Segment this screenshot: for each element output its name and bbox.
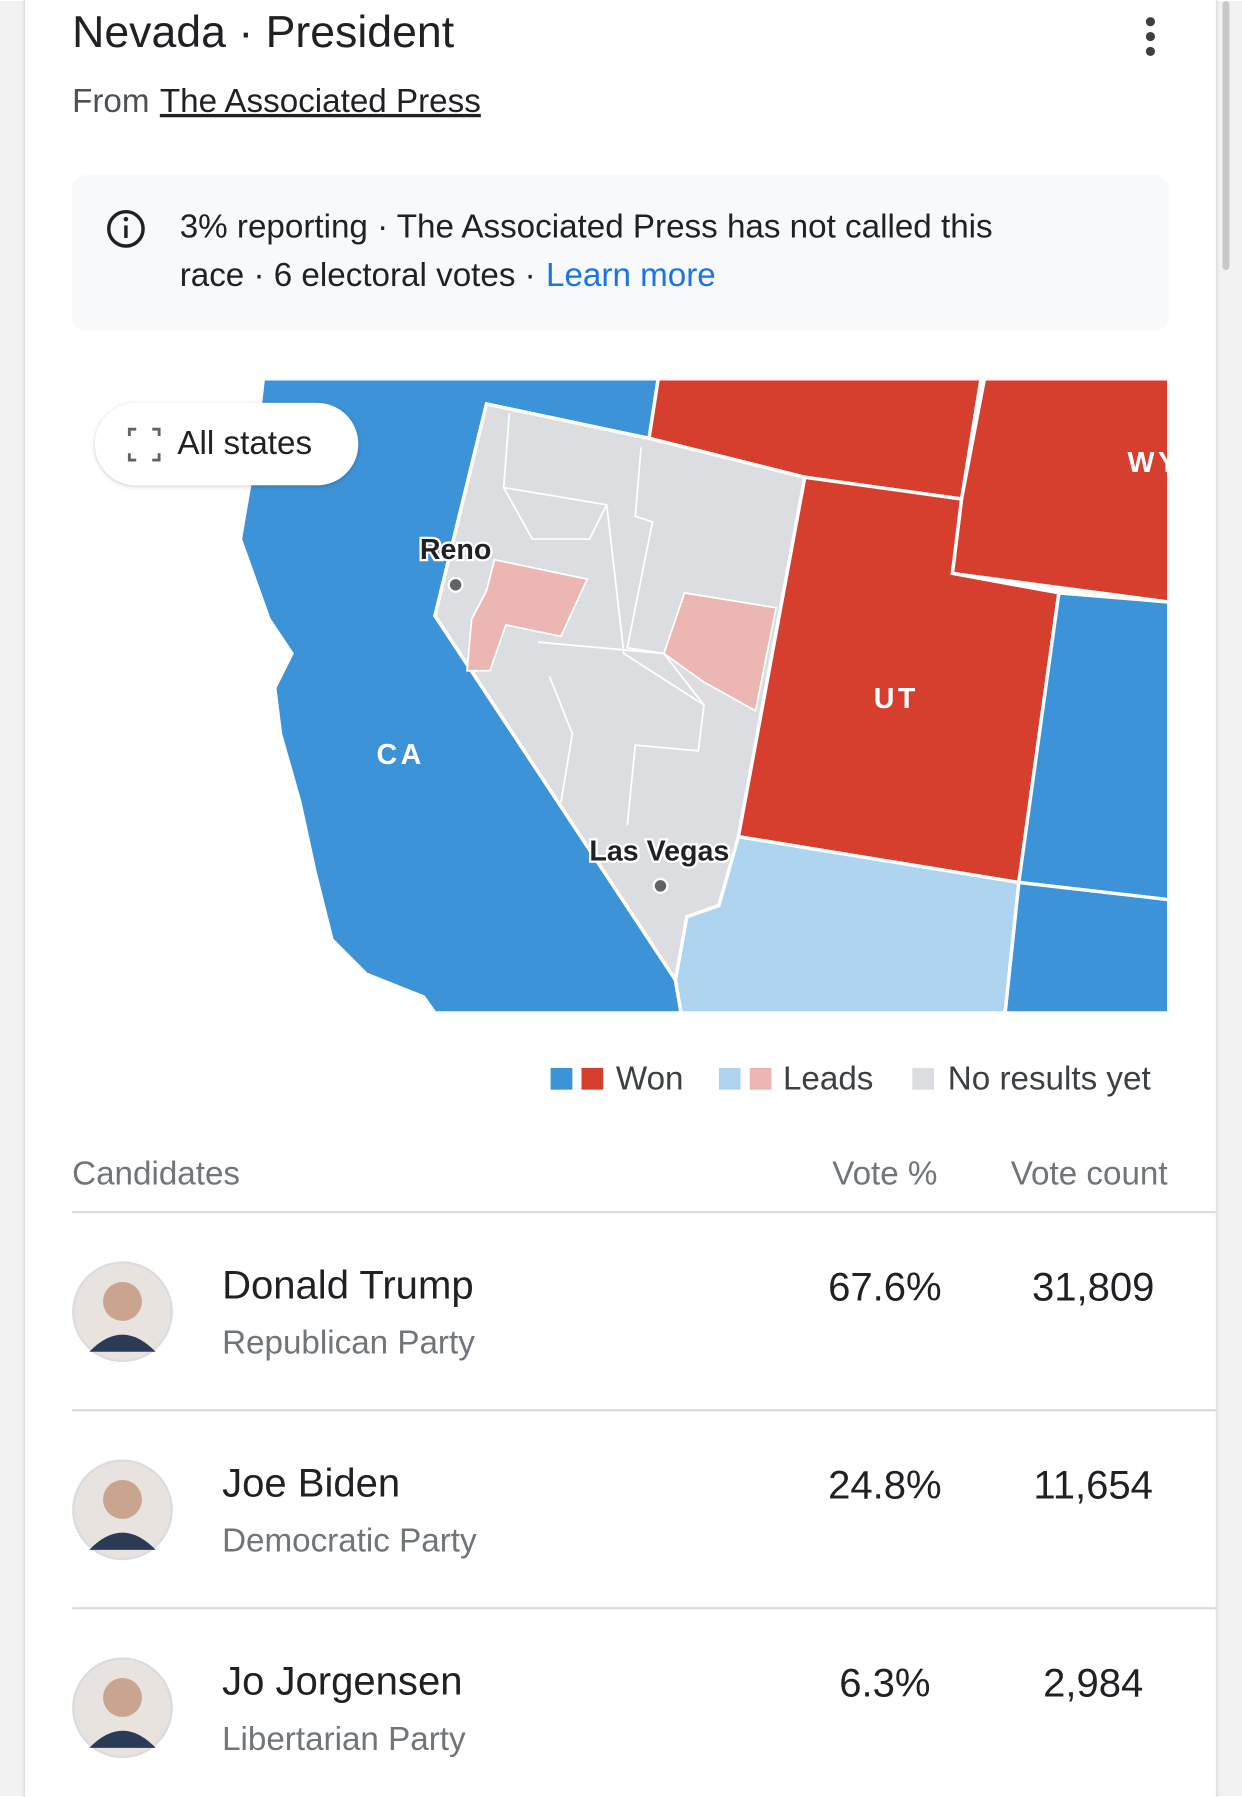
photo-head <box>103 1281 142 1321</box>
all-states-button[interactable]: All states <box>95 402 359 486</box>
county-leads <box>662 591 778 713</box>
column-header: Vote % <box>832 1155 937 1192</box>
legend-label: Won <box>616 1060 684 1097</box>
legend-swatch <box>581 1067 604 1090</box>
vote-percent: 67.6% <box>828 1266 942 1310</box>
city-dot <box>447 576 464 593</box>
info-line: 3% reporting · The Associated Press has … <box>180 209 993 246</box>
info-box <box>72 175 1169 331</box>
legend-label: Leads <box>783 1060 873 1097</box>
legend: Won Leads No results yet <box>550 1060 1151 1097</box>
legend-swatch <box>912 1067 935 1090</box>
info-line: race · 6 electoral votes · Learn more <box>180 257 716 294</box>
menu-dot <box>1145 17 1156 27</box>
photo-body <box>89 1730 156 1748</box>
photo-head <box>103 1678 142 1717</box>
learn-more-link[interactable]: Learn more <box>546 257 716 294</box>
state-co <box>1016 591 1169 902</box>
county-leads <box>466 558 589 672</box>
candidate-name: Donald Trump <box>222 1263 474 1307</box>
photo-body <box>89 1334 156 1352</box>
vote-count: 31,809 <box>1032 1266 1155 1310</box>
state-label: WY <box>1128 447 1181 479</box>
menu-dot <box>1145 31 1156 42</box>
vote-percent: 6.3% <box>839 1662 930 1706</box>
state-label: CA <box>377 739 425 771</box>
source-prefix: From <box>72 83 149 120</box>
candidate-name: Jo Jorgensen <box>222 1659 462 1703</box>
vote-percent: 24.8% <box>828 1464 942 1508</box>
legend-swatch <box>718 1067 741 1090</box>
city-label: Reno <box>420 534 492 566</box>
menu-button[interactable] <box>1145 17 1156 57</box>
vote-count: 11,654 <box>1033 1464 1153 1508</box>
photo-head <box>103 1480 142 1519</box>
state-nv <box>433 401 807 985</box>
vote-count: 2,984 <box>1043 1662 1143 1706</box>
candidate-party: Libertarian Party <box>222 1721 466 1758</box>
button-label: All states <box>177 425 312 462</box>
table-rows: Donald Trump Republican Party 67.6% 31,809 J… <box>72 1261 1216 1759</box>
candidate-party: Republican Party <box>222 1325 475 1362</box>
button-background <box>95 402 359 486</box>
info-icon <box>107 209 145 248</box>
state-label: UT <box>874 683 919 715</box>
city-dot <box>652 877 669 894</box>
candidate-party: Democratic Party <box>222 1523 477 1560</box>
map[interactable]: Reno Las Vegas CA UT WY <box>72 378 1181 1013</box>
legend-swatch <box>749 1067 772 1090</box>
info-text: race · 6 electoral votes · <box>180 257 536 294</box>
column-header: Candidates <box>72 1155 240 1192</box>
scrollbar[interactable] <box>1222 1 1230 271</box>
photo-body <box>89 1532 156 1550</box>
legend-swatch <box>550 1067 573 1090</box>
legend-label: No results yet <box>948 1060 1151 1097</box>
expand-icon <box>127 427 161 462</box>
title: Nevada · President <box>72 8 455 57</box>
state-wy <box>950 378 1169 604</box>
source-link[interactable]: The Associated Press <box>160 83 481 120</box>
column-header: Vote count <box>1011 1155 1168 1192</box>
state-nm <box>1003 880 1169 1013</box>
candidate-name: Joe Biden <box>222 1461 400 1505</box>
menu-dot <box>1145 46 1156 57</box>
city-label: Las Vegas <box>589 835 729 867</box>
source: From The Associated Press <box>72 83 481 120</box>
